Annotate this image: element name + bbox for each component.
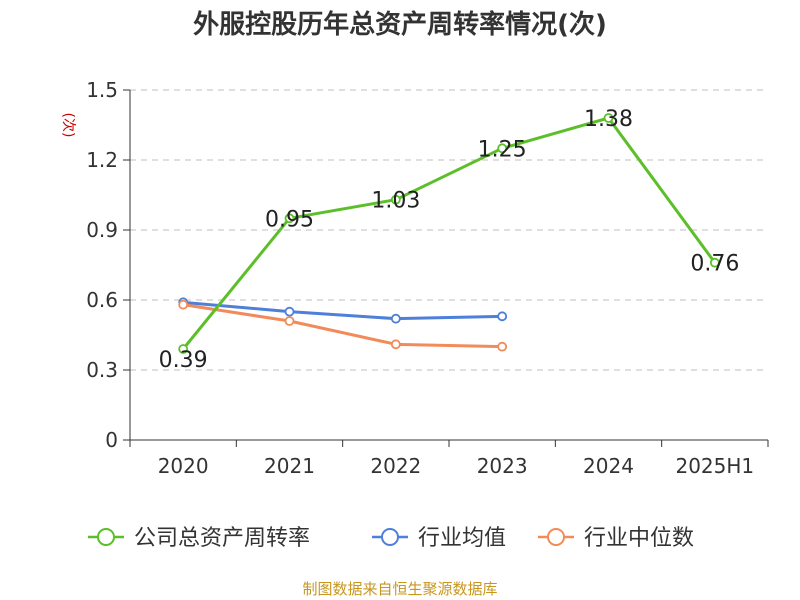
data-point <box>284 306 295 317</box>
y-tick-label: 1.2 <box>86 148 118 172</box>
legend-swatch-marker <box>97 528 115 546</box>
data-point <box>497 341 508 352</box>
x-tick-label: 2025H1 <box>675 454 754 478</box>
x-tick-label: 2021 <box>264 454 315 478</box>
data-label: 0.39 <box>159 348 208 373</box>
data-point <box>390 194 401 205</box>
data-point <box>497 311 508 322</box>
y-tick-label: 0.6 <box>86 288 118 312</box>
data-point <box>284 213 295 224</box>
data-label: 1.03 <box>371 189 420 214</box>
data-point <box>603 113 614 123</box>
legend-swatch-marker <box>381 528 399 546</box>
data-label: 0.95 <box>265 207 314 232</box>
x-tick-label: 2024 <box>583 454 634 478</box>
data-point <box>390 339 401 350</box>
x-tick-label: 2022 <box>370 454 421 478</box>
data-point <box>709 257 720 268</box>
legend-label: 行业中位数 <box>584 526 694 551</box>
legend-swatch-marker <box>547 528 565 546</box>
data-label: 1.25 <box>478 137 527 162</box>
x-tick-label: 2023 <box>477 454 528 478</box>
y-tick-label: 1.5 <box>86 78 118 102</box>
legend-label: 公司总资产周转率 <box>134 526 310 551</box>
data-point <box>178 344 189 354</box>
data-label: 1.38 <box>584 107 633 132</box>
data-label: 0.76 <box>690 252 739 277</box>
series-line <box>183 300 503 321</box>
data-point <box>178 299 189 310</box>
chart-title: 外服控股历年总资产周转率情况(次) <box>193 10 607 40</box>
data-point <box>390 313 401 324</box>
x-tick-label: 2020 <box>158 454 209 478</box>
y-tick-label: 0.9 <box>86 218 118 242</box>
data-source-note: 制图数据来自恒生聚源数据库 <box>302 580 498 598</box>
series-line <box>182 303 503 349</box>
data-point <box>497 143 508 154</box>
legend-label: 行业均值 <box>418 526 506 551</box>
y-axis-label: (次) <box>60 113 76 138</box>
series-line <box>182 116 717 350</box>
data-point <box>284 316 295 326</box>
y-tick-label: 0.3 <box>86 358 118 382</box>
y-tick-label: 0 <box>105 428 118 452</box>
